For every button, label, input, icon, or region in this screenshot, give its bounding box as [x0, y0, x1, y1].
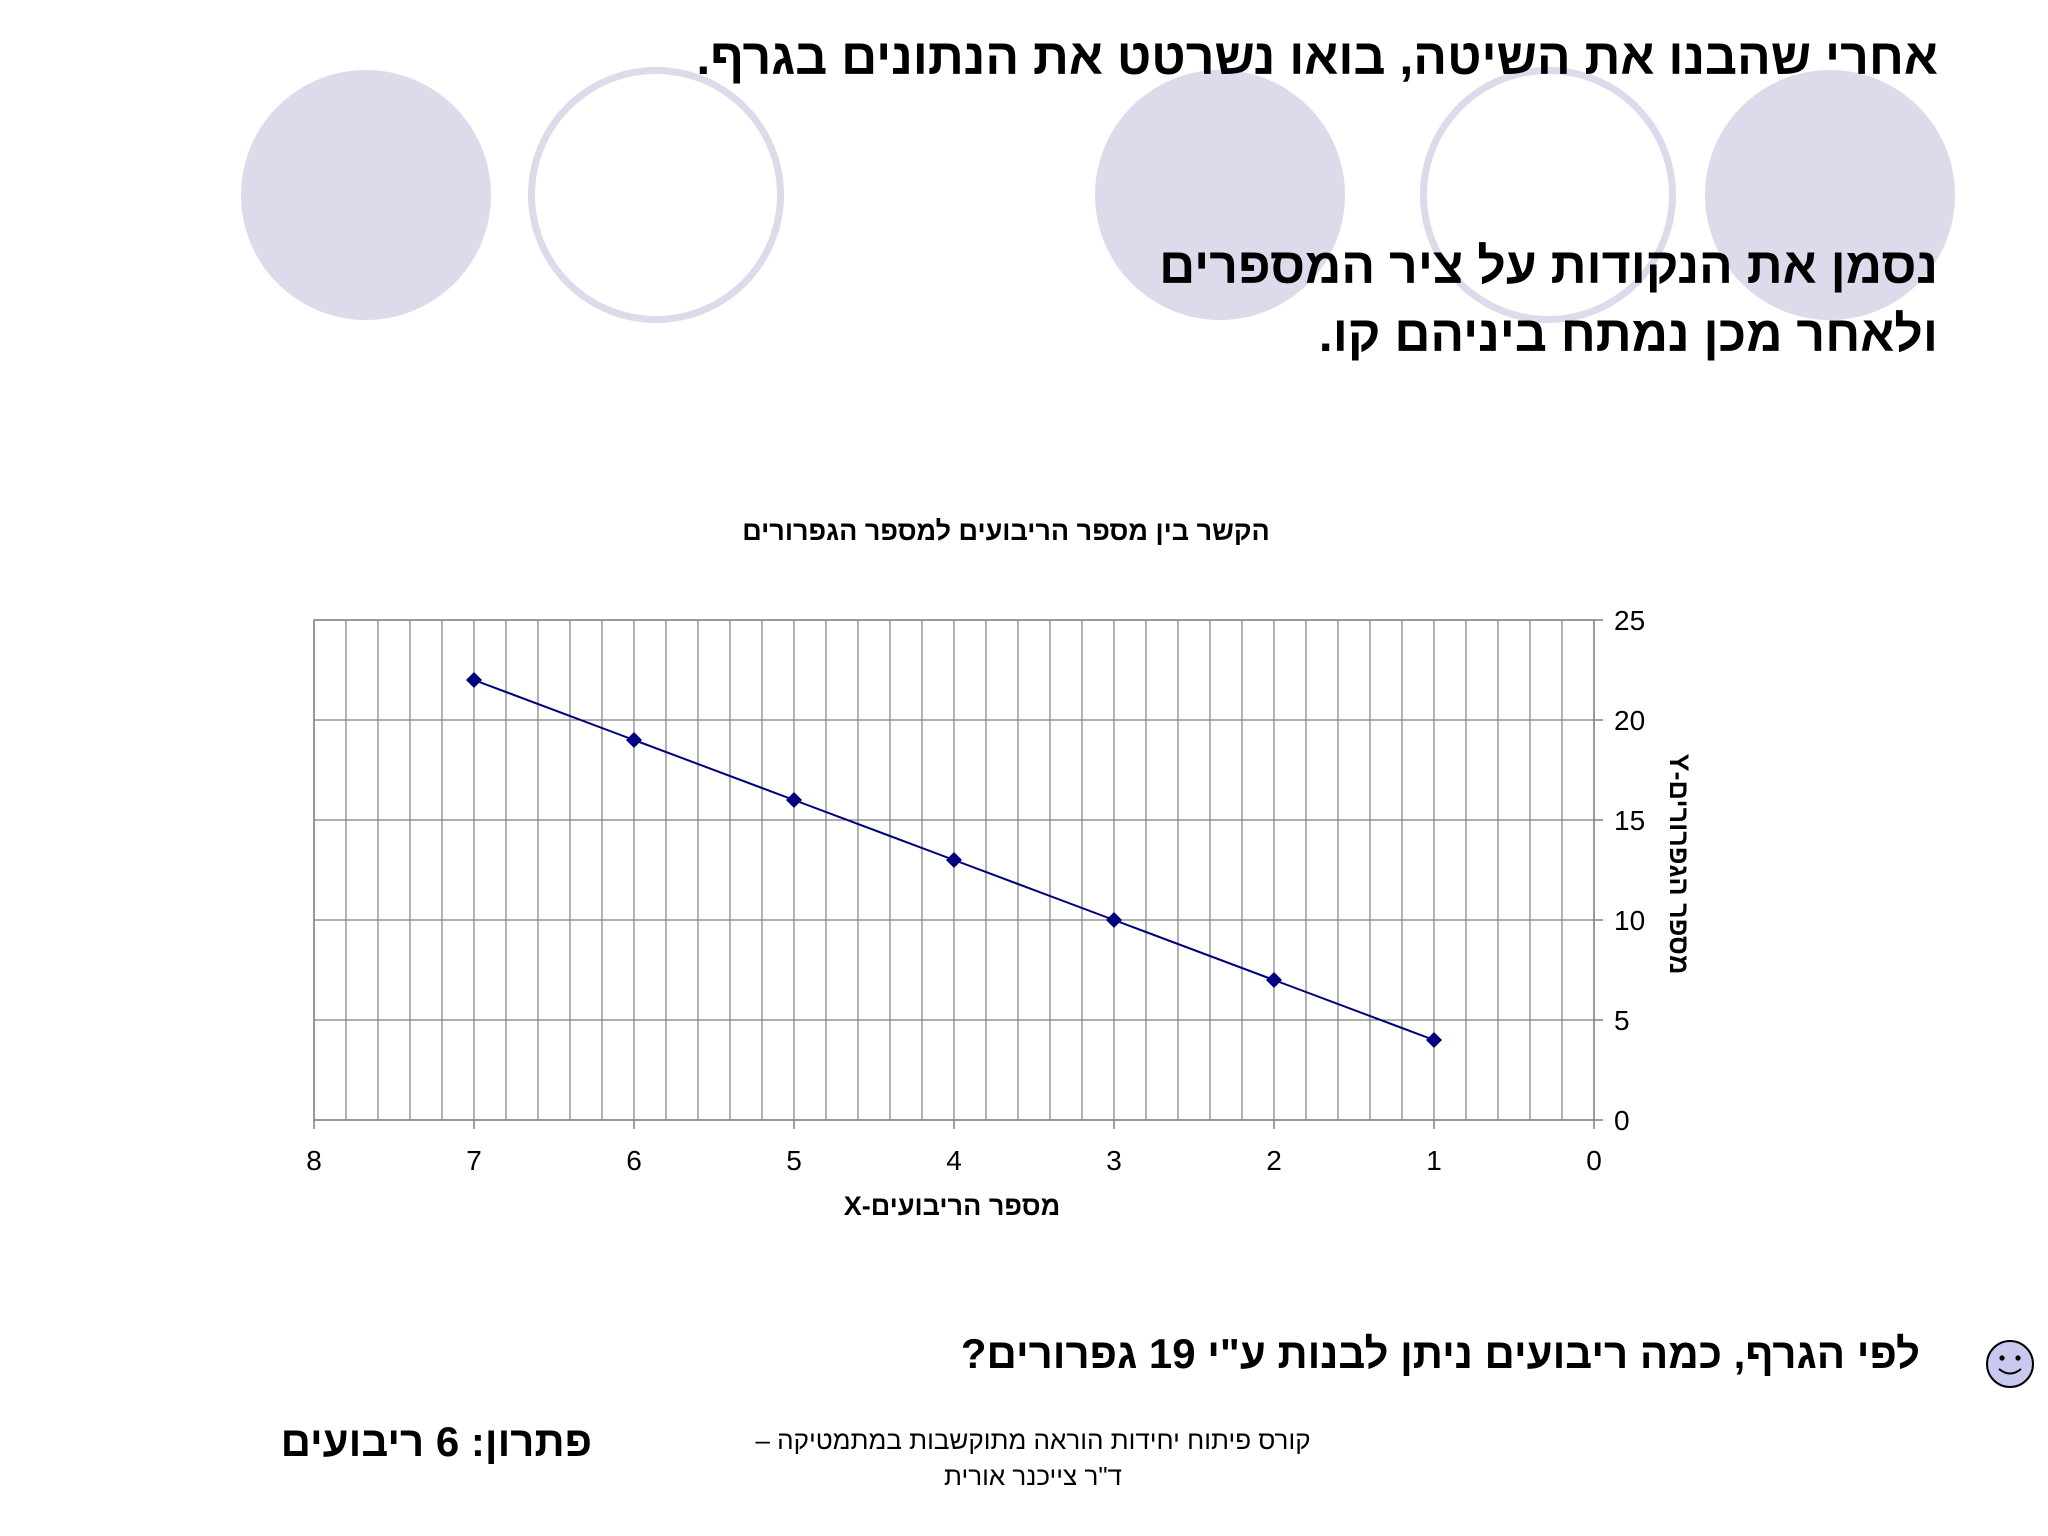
chart-series: [466, 672, 1442, 1048]
question-text: לפי הגרף, כמה ריבועים ניתן לבנות ע"י 19 …: [960, 1330, 1920, 1377]
slide-subtitle: נסמן את הנקודות על ציר המספרים ולאחר מכן…: [1159, 232, 1938, 368]
data-point-marker: [946, 852, 962, 868]
x-tick-label: 7: [466, 1145, 482, 1176]
subtitle-line: ולאחר מכן נמתח ביניהם קו.: [1318, 306, 1938, 362]
x-axis-label: מספר הריבועים-X: [844, 1191, 1060, 1221]
decorative-ring: [1420, 67, 1676, 323]
data-point-marker: [1426, 1032, 1442, 1048]
x-tick-label: 4: [946, 1145, 962, 1176]
y-tick-label: 15: [1614, 805, 1645, 836]
y-tick-label: 10: [1614, 905, 1645, 936]
chart-grid: [313, 619, 1603, 1129]
y-tick-label: 5: [1614, 1005, 1630, 1036]
chart-title: הקשר בין מספר הריבועים למספר הגפרורים: [742, 516, 1270, 546]
smiley-face-icon: [1986, 1340, 2034, 1388]
decorative-circle: [1095, 70, 1345, 320]
data-point-marker: [1106, 912, 1122, 928]
y-tick-label: 20: [1614, 705, 1645, 736]
data-point-marker: [626, 732, 642, 748]
x-tick-label: 5: [786, 1145, 802, 1176]
footer-credit: קורס פיתוח יחידות הוראה מתוקשבות במתמטיק…: [683, 1422, 1383, 1494]
subtitle-line: נסמן את הנקודות על ציר המספרים: [1159, 238, 1938, 294]
x-tick-label: 2: [1266, 1145, 1282, 1176]
solution-text: פתרון: 6 ריבועים: [280, 1418, 592, 1465]
footer-line: ד"ר צייכנר אורית: [944, 1461, 1122, 1491]
y-tick-label: 0: [1614, 1105, 1630, 1136]
footer-line: קורס פיתוח יחידות הוראה מתוקשבות במתמטיק…: [755, 1425, 1311, 1455]
decorative-circle: [241, 70, 491, 320]
y-axis-label: מספר הגפרורים-Y: [1664, 754, 1694, 975]
x-tick-label: 3: [1106, 1145, 1122, 1176]
data-point-marker: [786, 792, 802, 808]
x-tick-label: 0: [1586, 1145, 1602, 1176]
y-tick-label: 25: [1614, 605, 1645, 636]
decorative-ring: [528, 67, 784, 323]
x-tick-label: 1: [1426, 1145, 1442, 1176]
x-tick-label: 6: [626, 1145, 642, 1176]
data-point-marker: [466, 672, 482, 688]
data-point-marker: [1266, 972, 1282, 988]
decorative-circle: [1705, 70, 1955, 320]
x-tick-label: 8: [306, 1145, 322, 1176]
slide-title: אחרי שהבנו את השיטה, בואו נשרטט את הנתונ…: [696, 29, 1938, 85]
